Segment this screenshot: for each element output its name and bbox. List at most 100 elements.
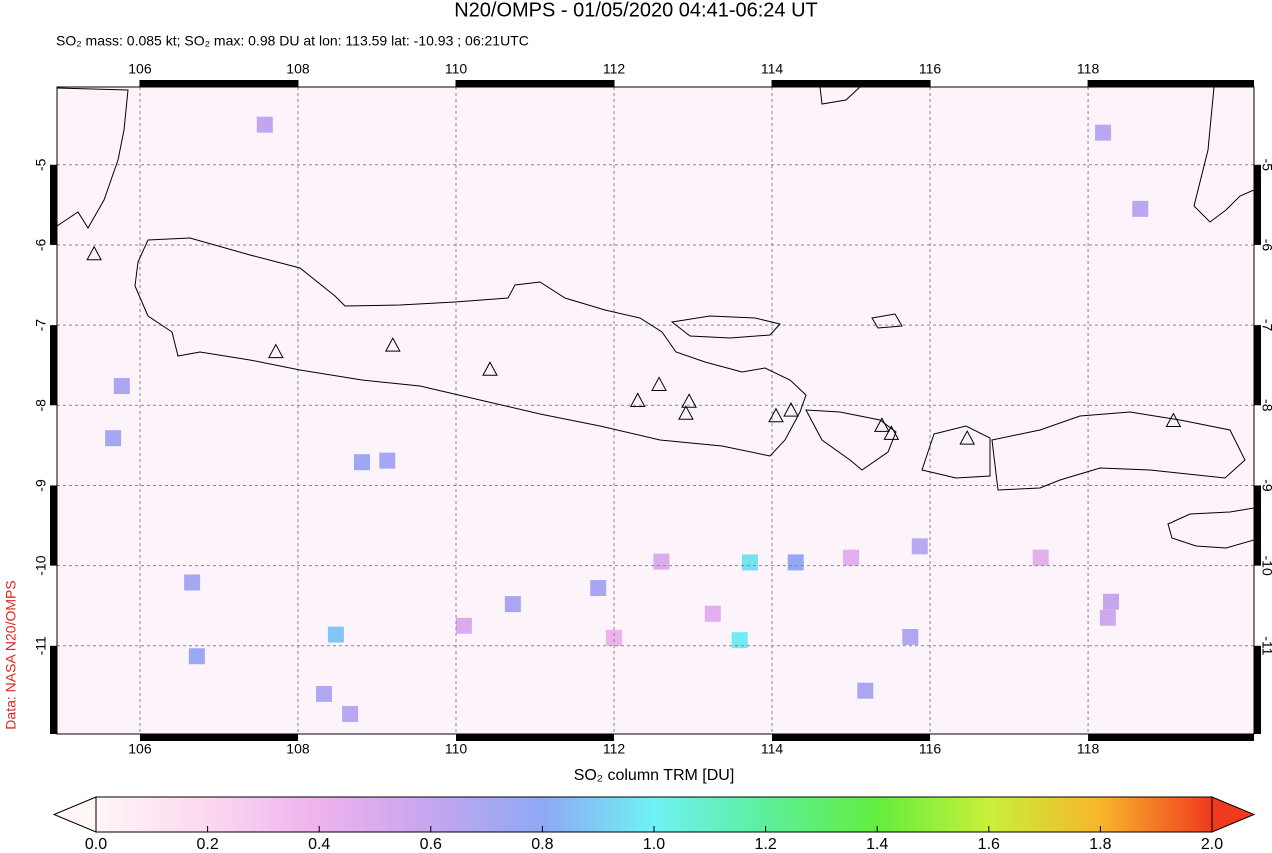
colorbar-tick-label: 1.6 [978, 836, 1000, 853]
x-tick-label: 110 [445, 61, 468, 77]
so2-cell [113, 378, 130, 395]
so2-cell [342, 705, 359, 722]
so2-cell [1095, 124, 1112, 141]
colorbar-tick-label: 1.0 [643, 836, 665, 853]
frame-bar [456, 80, 615, 87]
volcano [482, 361, 498, 376]
so2-cell [504, 596, 521, 613]
y-tick-label: -11 [33, 636, 49, 655]
volcano [384, 337, 401, 352]
so2-cell [1102, 593, 1119, 610]
x-tick-label: 114 [761, 741, 784, 757]
y-tick-label: -5 [33, 158, 49, 171]
volcano [681, 393, 697, 408]
volcano [86, 245, 102, 261]
so2-cell [857, 682, 874, 699]
so2-cell [184, 574, 201, 591]
so2-cell [353, 454, 370, 471]
frame-bar [50, 645, 57, 734]
coast-kangean [871, 313, 903, 329]
so2-cell [1099, 609, 1116, 626]
chart-title: N20/OMPS - 01/05/2020 04:41-06:24 UT [454, 0, 818, 21]
so2-cell [590, 580, 607, 597]
chart-subtitle: SO₂ mass: 0.085 kt; SO₂ max: 0.98 DU at … [56, 33, 529, 49]
x-tick-label: 108 [286, 61, 310, 77]
y-tick-label: -9 [1259, 479, 1272, 492]
coast-sumatra [57, 87, 129, 229]
colorbar-tick-label: 0.4 [308, 836, 330, 853]
x-tick-label: 116 [919, 61, 942, 77]
so2-cell [1132, 200, 1149, 217]
so2-cell [455, 617, 472, 634]
volcano [678, 405, 694, 420]
colorbar-tick-label: 1.8 [1089, 836, 1111, 853]
volcano [959, 430, 976, 445]
frame-bar [139, 80, 298, 87]
colorbar-tick-label: 2.0 [1201, 836, 1223, 853]
volcano [768, 407, 784, 423]
y-tick-label: -6 [1259, 239, 1272, 252]
frame-bar [1254, 164, 1261, 245]
y-tick-label: -8 [1259, 399, 1272, 412]
y-tick-label: -5 [1259, 159, 1272, 172]
volcano [1165, 412, 1182, 428]
colorbar-label: SO₂ column TRM [DU] [574, 767, 735, 784]
grid [57, 87, 1254, 734]
x-tick-label: 118 [1077, 61, 1100, 77]
frame-bar [1254, 325, 1261, 406]
frame-bar [456, 734, 615, 741]
x-tick-label: 114 [761, 61, 784, 77]
y-tick-label: -7 [1259, 319, 1272, 332]
so2-cell [327, 626, 344, 643]
credit: Data: NASA N20/OMPS [3, 580, 19, 729]
y-tick-label: -9 [33, 479, 49, 492]
x-tick-label: 116 [919, 741, 942, 757]
so2-cell [188, 648, 205, 665]
so2-cell [843, 549, 860, 566]
colorbar-tick-label: 1.2 [754, 836, 776, 853]
y-tick-label: -7 [33, 319, 49, 332]
x-tick-label: 118 [1077, 741, 1100, 757]
coast-sulawesi [1193, 87, 1254, 223]
coast-bali [805, 409, 897, 471]
frame-bar [50, 164, 57, 245]
colorbar-over [1211, 796, 1256, 833]
frame-bar [139, 734, 298, 741]
so2-cell [902, 628, 919, 645]
colorbar: 0.0 0.2 0.4 0.6 0.8 1.0 1.2 1.4 1.6 1.8 2.0 [52, 796, 1256, 853]
x-tick-label: 106 [128, 741, 152, 757]
so2-cell [256, 116, 273, 133]
frame-ticks [50, 80, 1261, 741]
y-tick-label: -6 [33, 239, 49, 252]
volcano-layer [86, 245, 1182, 445]
colorbar-under [52, 796, 97, 833]
so2-cell [653, 553, 670, 570]
so2-cell [704, 605, 721, 622]
x-tick-label: 112 [603, 741, 626, 757]
colorbar-tick-label: 0.0 [85, 836, 107, 853]
plot-background [57, 87, 1254, 734]
x-tick-label: 106 [128, 61, 152, 77]
so2-cell [741, 554, 758, 571]
y-tick-label: -10 [1259, 556, 1272, 576]
x-tick-label: 112 [603, 61, 626, 77]
frame-bar [1254, 645, 1261, 734]
volcano [268, 343, 284, 359]
colorbar-tick-label: 0.8 [531, 836, 553, 853]
y-tick-label: -8 [33, 399, 49, 412]
volcano [883, 425, 900, 440]
so2-cell [606, 629, 623, 646]
x-tick-label: 110 [445, 741, 468, 757]
volcano [874, 417, 890, 432]
frame-bar [1088, 80, 1254, 87]
so2-cell [731, 632, 748, 649]
frame-bar [772, 734, 931, 741]
frame-bar [50, 485, 57, 566]
colorbar-tick-label: 1.4 [866, 836, 888, 853]
volcano [783, 402, 799, 417]
so2-cell [316, 685, 333, 702]
so2-cell [379, 452, 396, 469]
volcano [651, 376, 667, 391]
colorbar-tick-label: 0.6 [420, 836, 442, 853]
